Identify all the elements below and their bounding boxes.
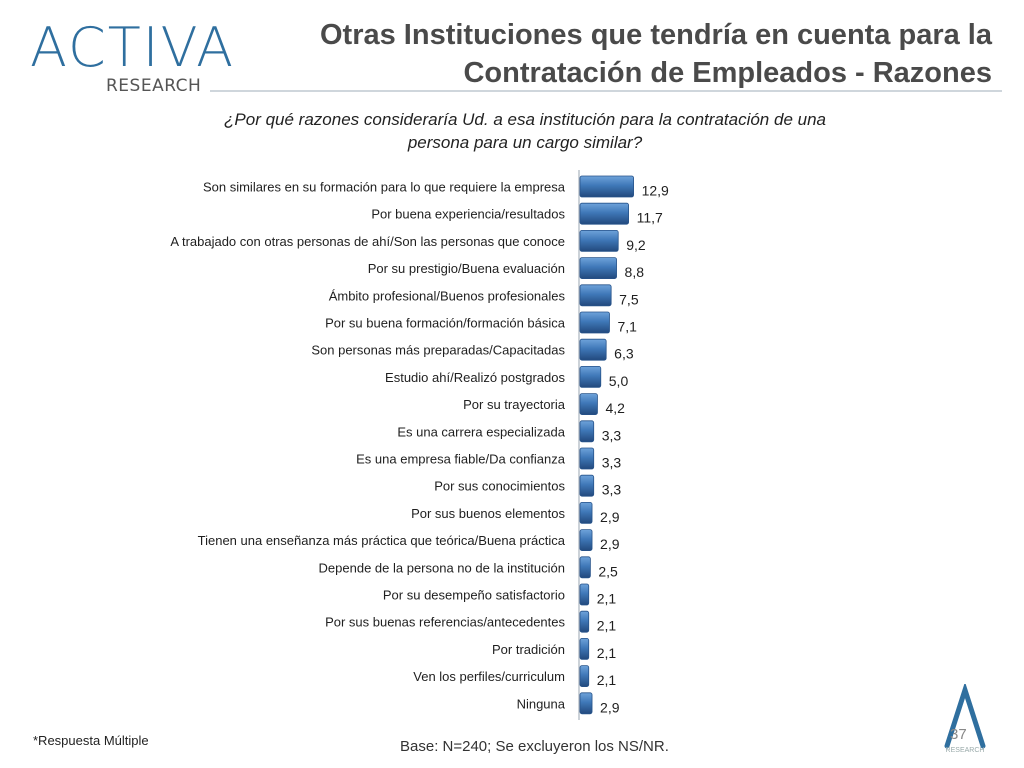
category-label: Por sus buenas referencias/antecedentes	[325, 615, 565, 630]
category-label: Es una empresa fiable/Da confianza	[356, 452, 566, 467]
value-label: 2,1	[597, 672, 617, 688]
survey-question: ¿Por qué razones consideraría Ud. a esa …	[224, 110, 826, 152]
category-label: Por su trayectoria	[463, 397, 566, 412]
multiple-response-footnote: *Respuesta Múltiple	[33, 733, 149, 748]
logo-wordmark: ACTIVA	[30, 16, 236, 79]
bar	[579, 583, 590, 606]
bar	[579, 202, 629, 225]
small-logo-icon: RESEARCH	[944, 684, 986, 754]
bar	[579, 420, 595, 443]
category-label: Ninguna	[517, 696, 566, 711]
bar	[579, 365, 602, 388]
activa-research-logo: ACTIVA RESEARCH	[30, 18, 233, 98]
value-label: 12,9	[642, 183, 669, 199]
category-label: Son personas más preparadas/Capacitadas	[311, 343, 565, 358]
bar	[579, 556, 591, 579]
value-label: 8,8	[625, 264, 645, 280]
bar	[579, 393, 598, 416]
category-label: A trabajado con otras personas de ahí/So…	[170, 234, 565, 249]
value-label: 7,1	[617, 319, 637, 335]
bar	[579, 637, 590, 660]
category-label: Ven los perfiles/curriculum	[413, 669, 565, 684]
category-label: Por tradición	[492, 642, 565, 657]
bar	[579, 230, 619, 252]
bar	[579, 474, 595, 497]
bar	[579, 447, 595, 470]
horizontal-bar-chart: Son similares en su formación para lo qu…	[170, 170, 669, 720]
value-label: 2,1	[597, 645, 617, 661]
slide-title: Otras Instituciones que tendría en cuent…	[319, 19, 992, 89]
page-number: 37	[950, 726, 967, 743]
value-label: 2,1	[597, 618, 617, 634]
bar	[579, 501, 593, 524]
bar	[579, 257, 617, 279]
bar	[579, 610, 590, 633]
category-label: Por su desempeño satisfactorio	[383, 588, 565, 603]
category-label: Por su buena formación/formación básica	[325, 316, 566, 331]
bar	[579, 529, 593, 552]
logo-subtext: RESEARCH	[106, 76, 202, 96]
value-label: 2,9	[600, 536, 620, 552]
value-label: 5,0	[609, 373, 629, 389]
value-label: 2,9	[600, 699, 620, 715]
bar	[579, 311, 610, 334]
bar	[579, 665, 590, 688]
value-label: 3,3	[602, 427, 622, 443]
category-label: Es una carrera especializada	[397, 424, 565, 439]
value-label: 3,3	[602, 482, 622, 498]
category-label: Tienen una enseñanza más práctica que te…	[198, 533, 566, 548]
value-label: 3,3	[602, 455, 622, 471]
bar	[579, 284, 612, 307]
value-label: 9,2	[626, 237, 646, 253]
bar	[579, 175, 634, 198]
value-label: 11,7	[637, 210, 663, 226]
category-label: Estudio ahí/Realizó postgrados	[385, 370, 565, 385]
title-divider	[210, 90, 1002, 92]
value-label: 2,9	[600, 509, 620, 525]
category-label: Por sus buenos elementos	[411, 506, 565, 521]
small-logo-text: RESEARCH	[946, 747, 985, 754]
category-label: Por buena experiencia/resultados	[371, 207, 565, 222]
value-label: 7,5	[619, 291, 639, 307]
value-label: 2,5	[598, 563, 618, 579]
value-label: 2,1	[597, 591, 617, 607]
category-label: Depende de la persona no de la instituci…	[319, 560, 565, 575]
category-label: Por sus conocimientos	[434, 479, 565, 494]
value-label: 4,2	[605, 400, 625, 416]
category-label: Por su prestigio/Buena evaluación	[368, 261, 565, 276]
value-label: 6,3	[614, 346, 634, 362]
bar	[579, 338, 607, 361]
category-label: Son similares en su formación para lo qu…	[203, 180, 566, 195]
category-label: Ámbito profesional/Buenos profesionales	[329, 288, 566, 303]
base-note: Base: N=240; Se excluyeron los NS/NR.	[400, 738, 669, 755]
bar	[579, 692, 593, 715]
